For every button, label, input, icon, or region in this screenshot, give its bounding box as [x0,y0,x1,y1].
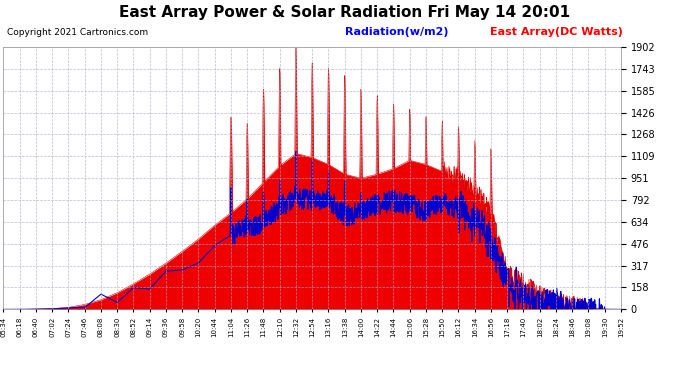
Text: Radiation(w/m2): Radiation(w/m2) [345,27,448,37]
Text: East Array Power & Solar Radiation Fri May 14 20:01: East Array Power & Solar Radiation Fri M… [119,4,571,20]
Text: Copyright 2021 Cartronics.com: Copyright 2021 Cartronics.com [7,28,148,37]
Text: East Array(DC Watts): East Array(DC Watts) [490,27,623,37]
